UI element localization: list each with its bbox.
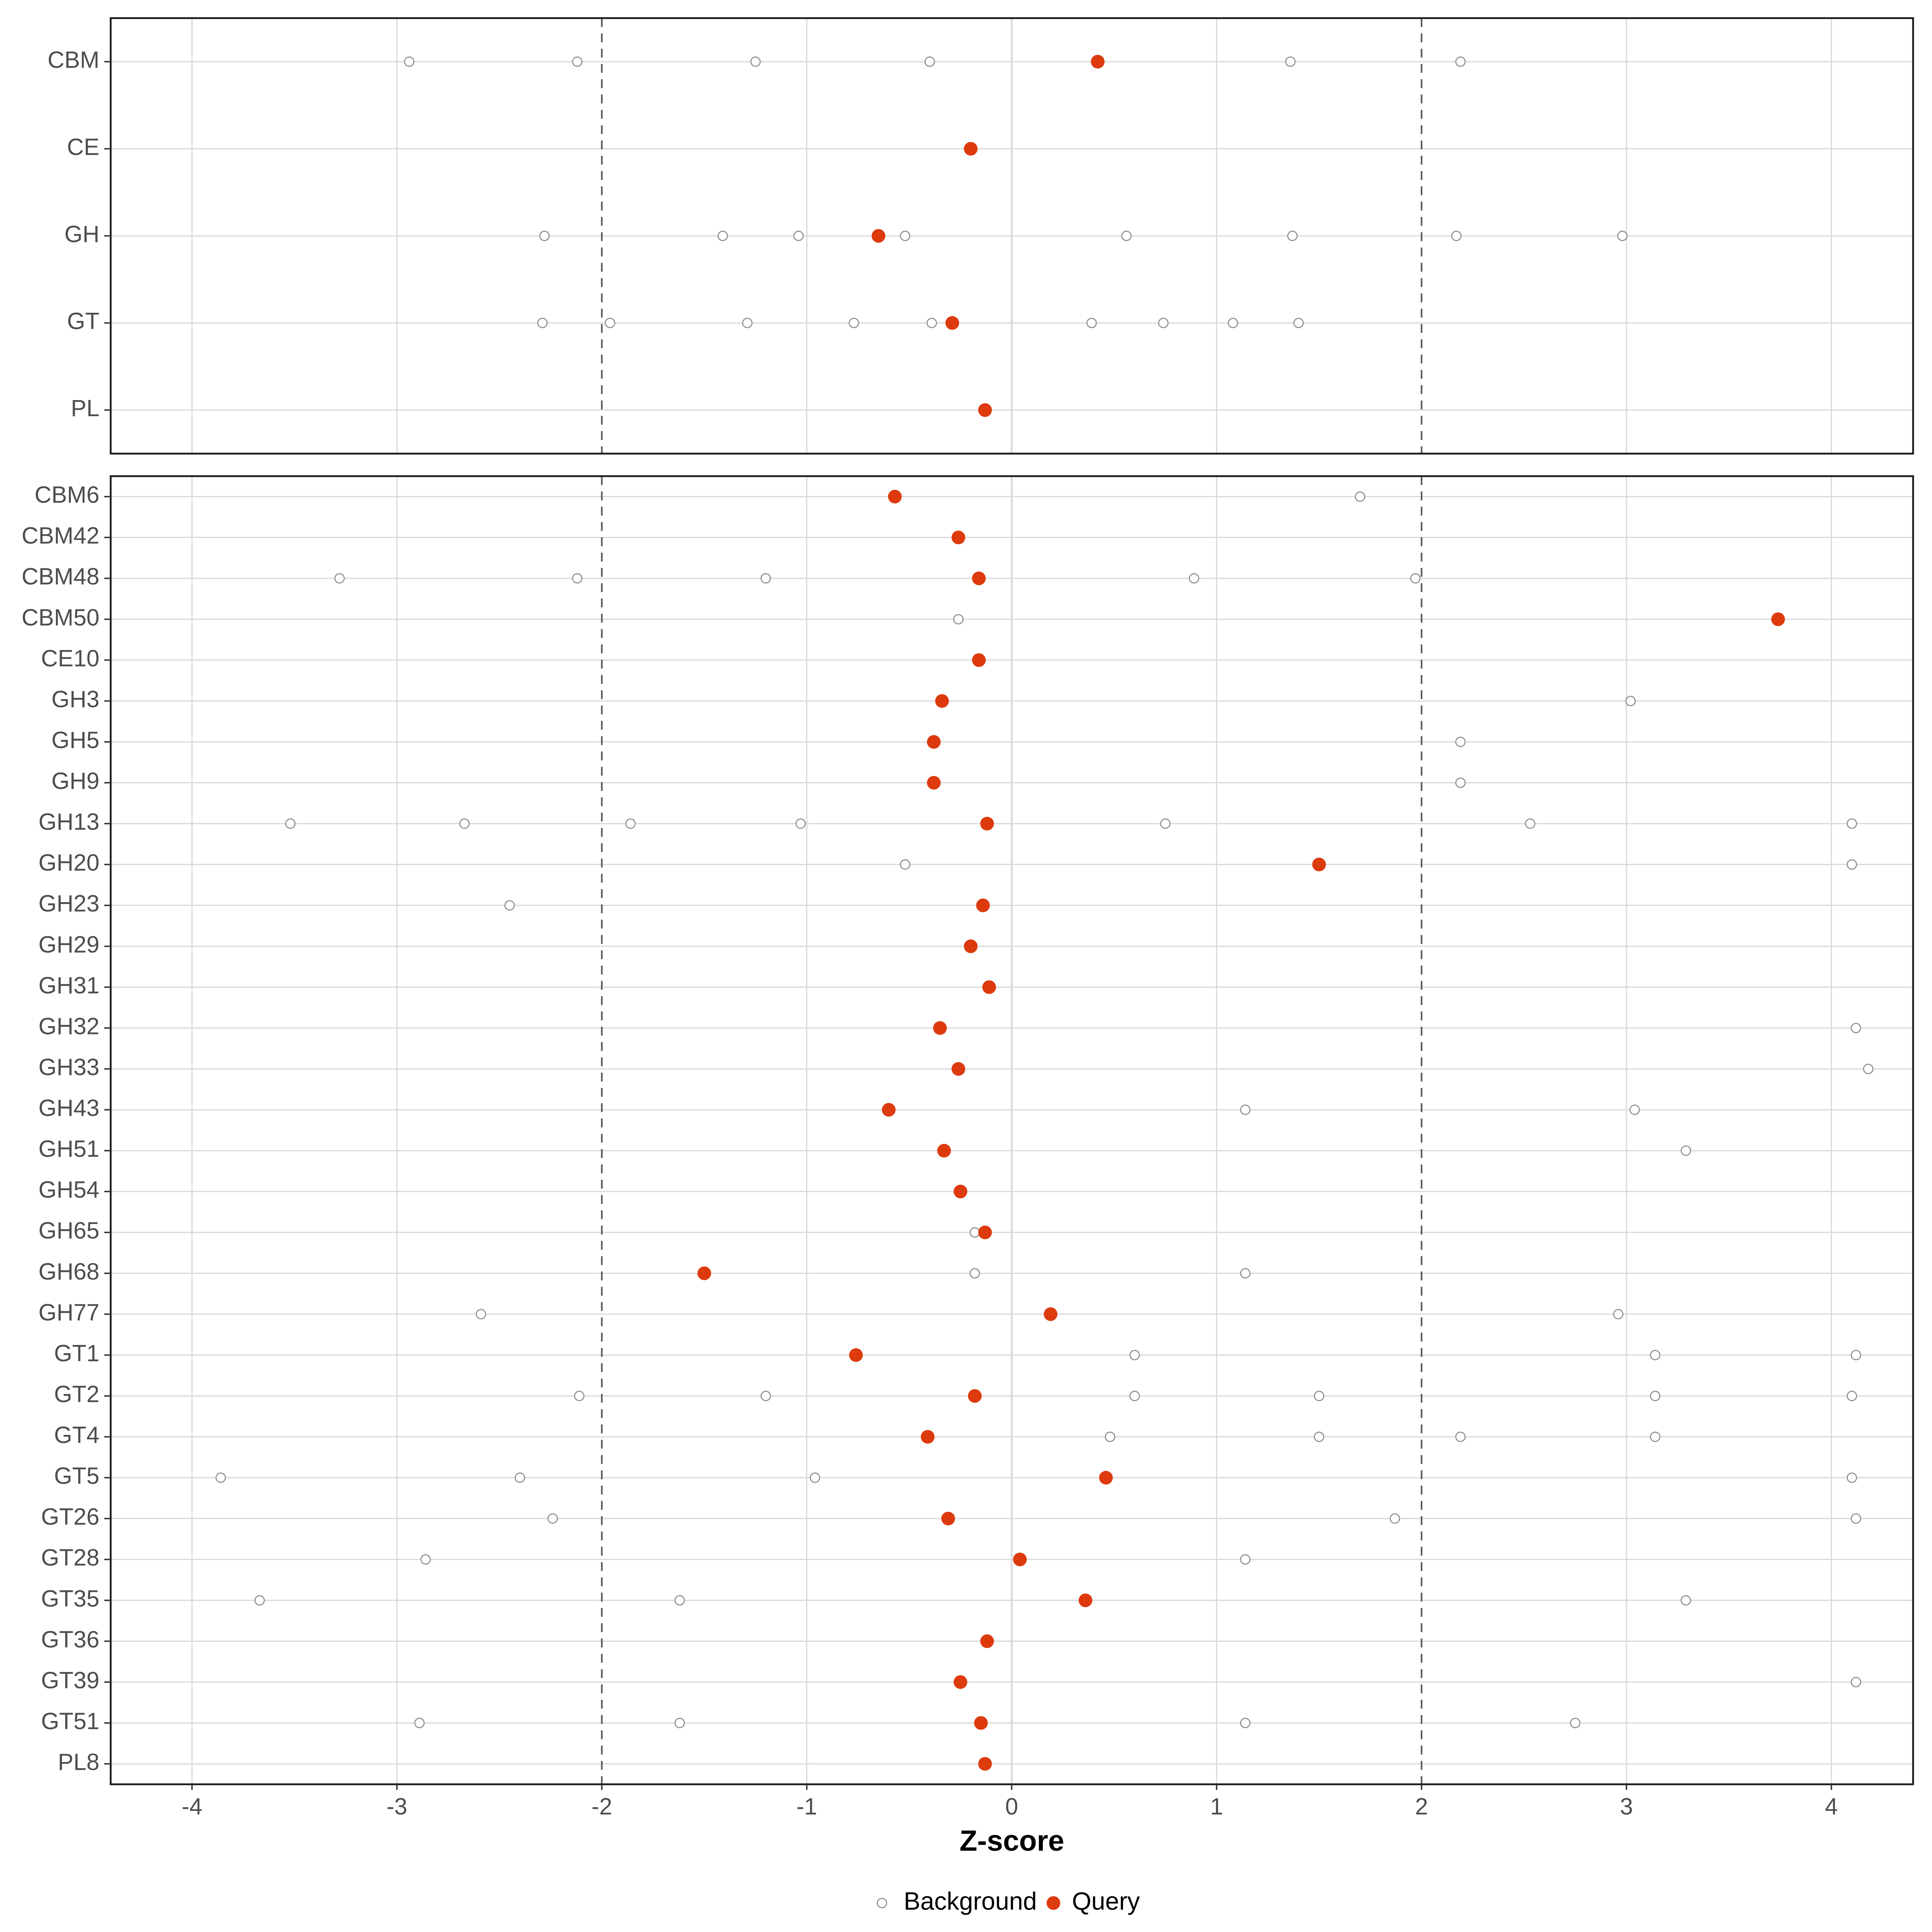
svg-text:GT35: GT35 (41, 1585, 99, 1612)
svg-text:2: 2 (1415, 1794, 1428, 1820)
svg-text:CE: CE (67, 134, 99, 160)
svg-text:GH20: GH20 (38, 850, 99, 876)
svg-text:GH77: GH77 (38, 1299, 99, 1325)
svg-text:-1: -1 (797, 1794, 817, 1820)
svg-text:CBM42: CBM42 (22, 523, 99, 549)
svg-text:-3: -3 (386, 1794, 407, 1820)
svg-text:Background: Background (904, 1887, 1037, 1915)
svg-text:CBM: CBM (47, 47, 99, 73)
svg-text:3: 3 (1620, 1794, 1633, 1820)
svg-text:GH9: GH9 (52, 768, 99, 794)
svg-text:GH13: GH13 (38, 809, 99, 835)
svg-text:GH23: GH23 (38, 891, 99, 917)
svg-text:Query: Query (1072, 1887, 1140, 1915)
svg-text:PL: PL (71, 395, 99, 421)
svg-text:GT26: GT26 (41, 1504, 99, 1530)
svg-text:GT4: GT4 (54, 1422, 99, 1448)
svg-text:PL8: PL8 (58, 1749, 99, 1775)
svg-text:Z-score: Z-score (960, 1825, 1064, 1857)
svg-text:GH29: GH29 (38, 931, 99, 958)
svg-text:-4: -4 (182, 1794, 202, 1820)
svg-text:GH: GH (64, 221, 99, 247)
svg-text:GH5: GH5 (52, 727, 99, 753)
svg-text:GT5: GT5 (54, 1463, 99, 1489)
svg-text:GH3: GH3 (52, 686, 99, 712)
svg-text:GH54: GH54 (38, 1177, 99, 1203)
svg-text:1: 1 (1210, 1794, 1223, 1820)
svg-text:GT36: GT36 (41, 1627, 99, 1653)
svg-text:CE10: CE10 (41, 645, 99, 671)
svg-text:GH51: GH51 (38, 1136, 99, 1162)
svg-text:GT51: GT51 (41, 1708, 99, 1734)
svg-text:GH68: GH68 (38, 1259, 99, 1285)
svg-text:GT1: GT1 (54, 1340, 99, 1366)
svg-text:GT2: GT2 (54, 1381, 99, 1408)
svg-text:-2: -2 (591, 1794, 612, 1820)
svg-text:CBM6: CBM6 (35, 482, 99, 508)
svg-text:0: 0 (1005, 1794, 1018, 1820)
svg-text:GH43: GH43 (38, 1095, 99, 1121)
svg-text:GH65: GH65 (38, 1218, 99, 1244)
svg-text:GT: GT (67, 308, 99, 334)
svg-text:GH31: GH31 (38, 972, 99, 999)
svg-text:GT39: GT39 (41, 1667, 99, 1693)
svg-text:CBM50: CBM50 (22, 605, 99, 631)
svg-text:4: 4 (1825, 1794, 1838, 1820)
svg-text:GT28: GT28 (41, 1545, 99, 1571)
svg-text:GH32: GH32 (38, 1013, 99, 1039)
svg-text:CBM48: CBM48 (22, 564, 99, 590)
svg-text:GH33: GH33 (38, 1054, 99, 1080)
